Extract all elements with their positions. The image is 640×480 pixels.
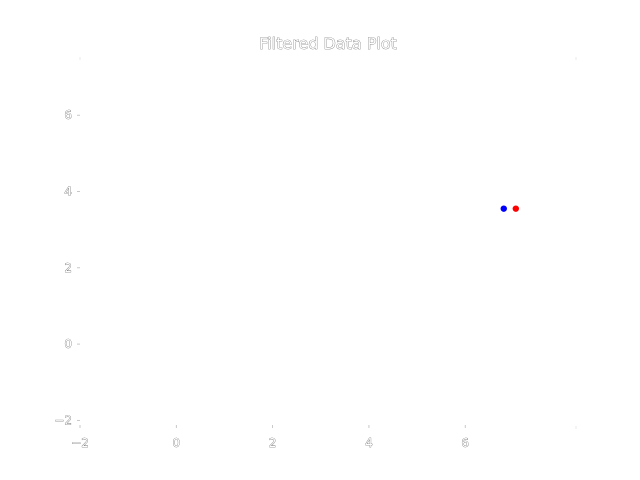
scatter-point (512, 205, 520, 212)
y-tick-label: 0 (64, 337, 72, 351)
x-tick-label: 4 (365, 436, 373, 450)
x-axis-ticks: −2 0 2 4 6 (71, 425, 469, 450)
x-tick-label: −2 (71, 436, 89, 450)
y-tick-label: 4 (64, 185, 72, 199)
data-points (500, 205, 520, 212)
scatter-point (500, 205, 507, 212)
y-tick-label: 2 (64, 261, 72, 275)
x-tick-label: 2 (269, 436, 277, 450)
plot-area: −2 0 2 4 6 −2 0 2 4 6 (54, 57, 577, 450)
chart-title: Filtered Data Plot (259, 34, 397, 53)
y-tick-label: −2 (54, 413, 72, 427)
y-tick-label: 6 (64, 108, 72, 122)
y-axis-ticks: −2 0 2 4 6 (54, 108, 80, 428)
x-tick-label: 6 (461, 436, 469, 450)
x-tick-label: 0 (172, 436, 180, 450)
